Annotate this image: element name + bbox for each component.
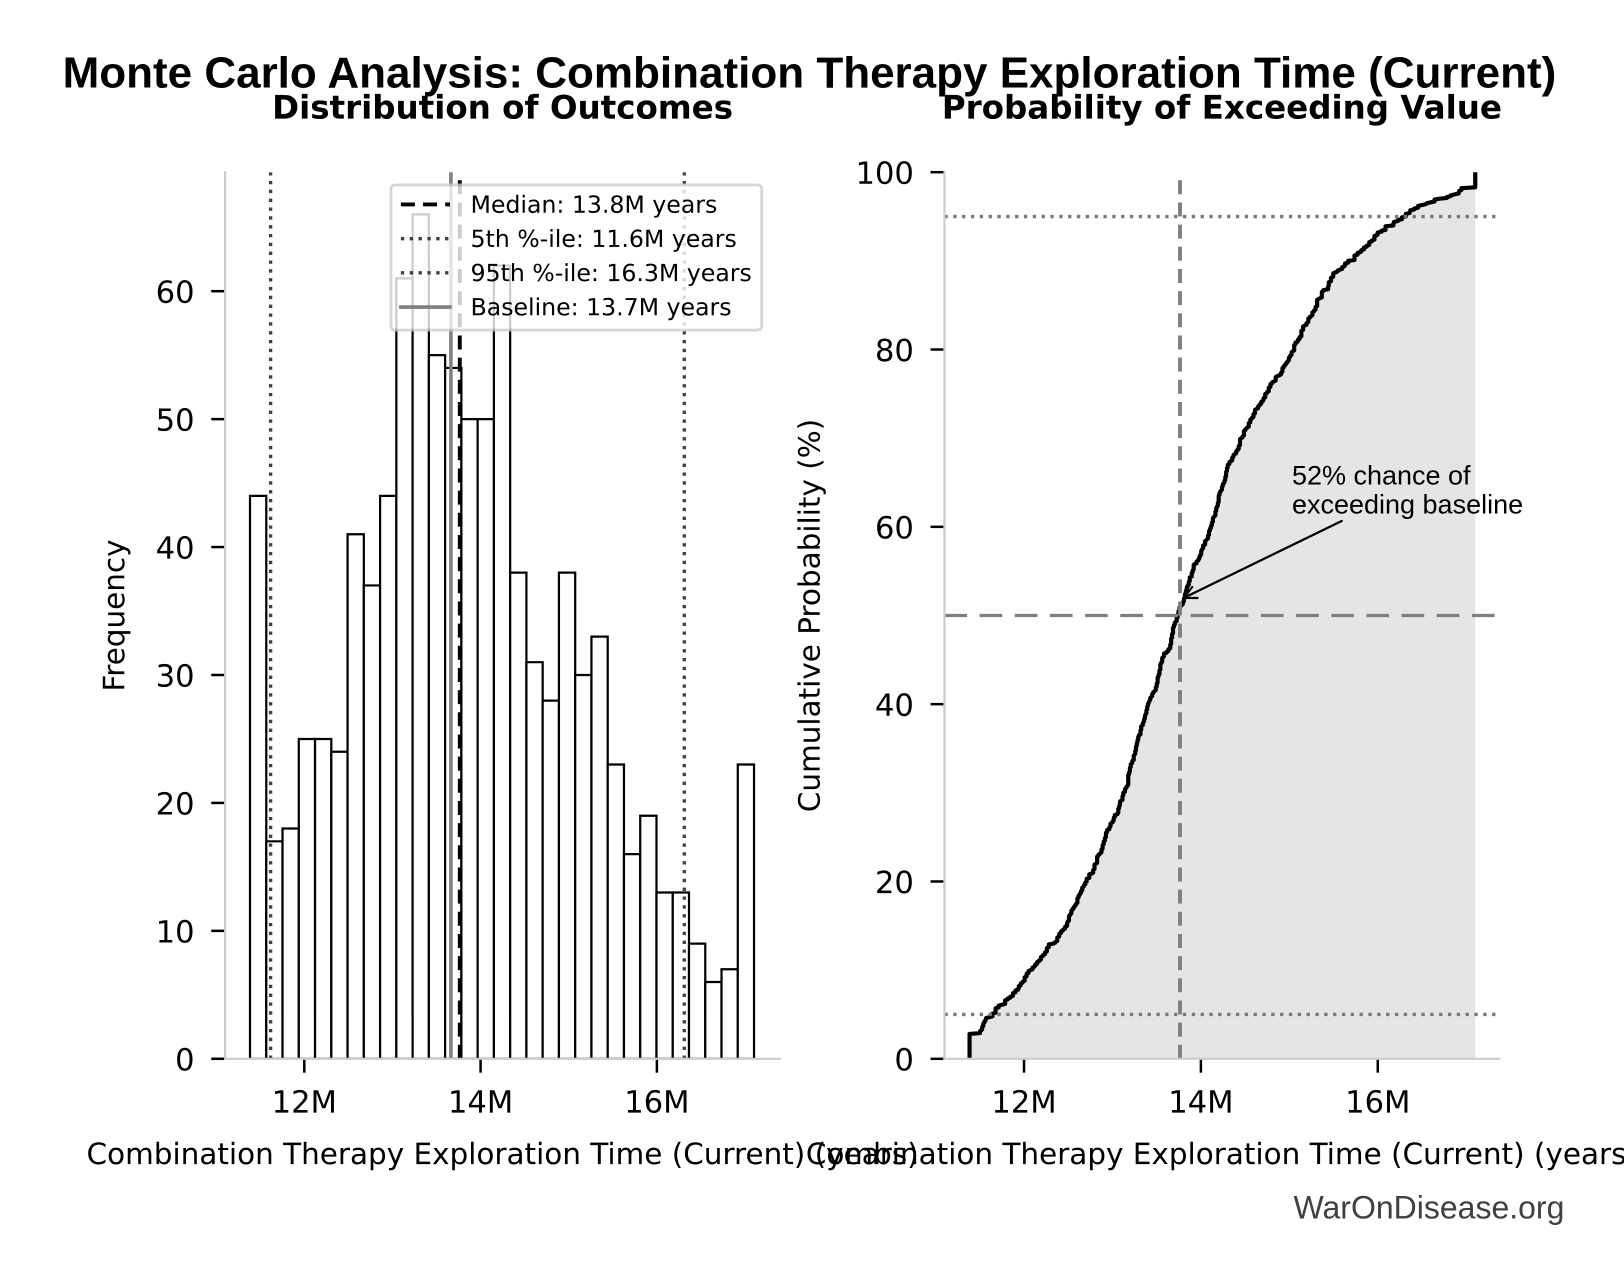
svg-text:exceeding baseline: exceeding baseline bbox=[1292, 489, 1523, 519]
svg-text:Monte Carlo Analysis: Combinat: Monte Carlo Analysis: Combination Therap… bbox=[63, 49, 1557, 98]
svg-text:52% chance of: 52% chance of bbox=[1292, 460, 1471, 490]
svg-text:WarOnDisease.org: WarOnDisease.org bbox=[1293, 1190, 1564, 1226]
